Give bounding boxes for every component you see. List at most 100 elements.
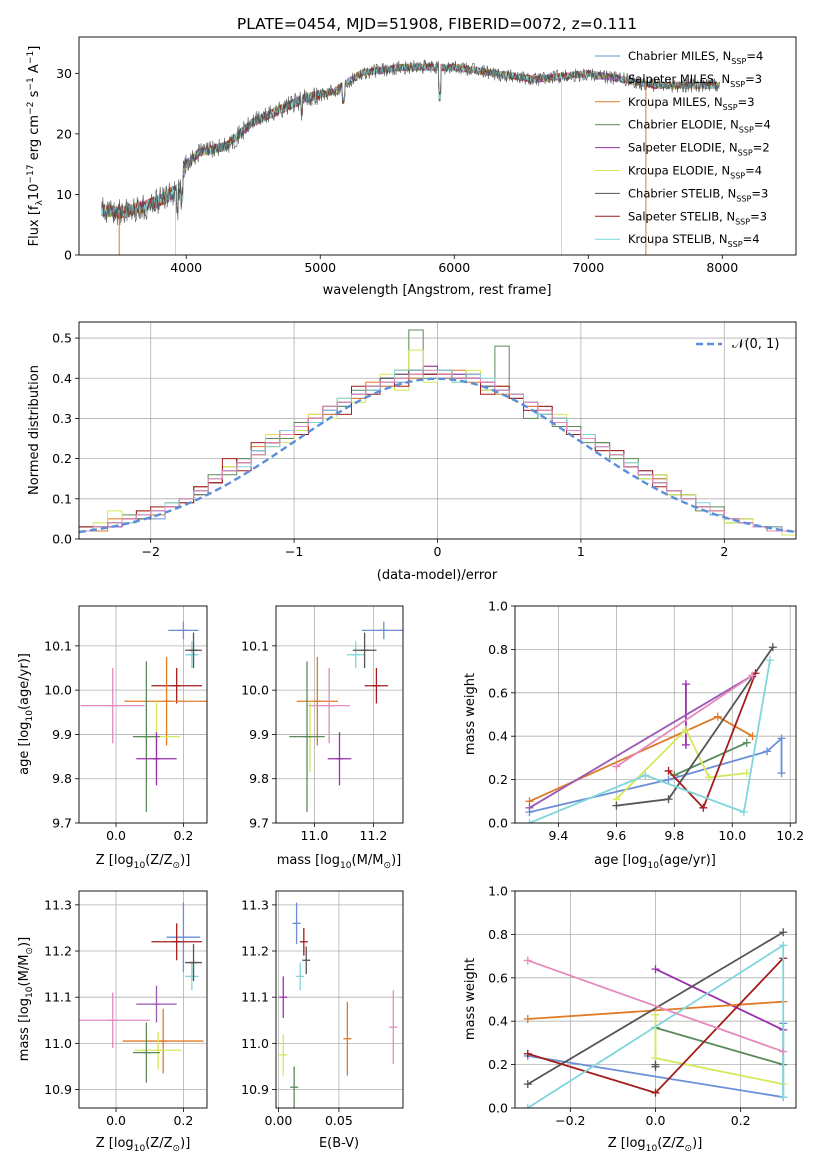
x-axis-label: Z [log10(Z/Z⊙)] <box>608 1136 703 1154</box>
legend-label: Kroupa STELIB, NSSP=4 <box>628 232 760 249</box>
histogram-step <box>79 369 796 532</box>
legend-label-part: =4 <box>746 49 763 63</box>
x-tick-label: 7000 <box>572 260 604 275</box>
x-tick-label: 1 <box>577 544 585 559</box>
errorbar-point <box>352 632 377 668</box>
x-tick-label: 0.0 <box>106 828 126 843</box>
plus-marker <box>523 1104 532 1108</box>
plot-area <box>80 621 207 812</box>
x-axis-label: mass [log10(M/M⊙)] <box>277 853 401 871</box>
plus-marker <box>779 1093 788 1102</box>
errorbar-point <box>134 1031 182 1069</box>
weight-line <box>615 674 754 768</box>
spectrum-line <box>101 59 720 226</box>
weight-line <box>529 674 754 809</box>
x-tick-label: 4000 <box>170 260 202 275</box>
plus-marker <box>779 928 788 937</box>
legend-label: 𝒩(0, 1) <box>732 337 779 352</box>
errorbar-point <box>136 985 177 1023</box>
legend-label: Salpeter ELODIE, NSSP=2 <box>628 141 770 158</box>
plus-marker <box>651 965 660 974</box>
x-axis-label-part: )] <box>692 1136 702 1151</box>
x-tick-label: −0.2 <box>555 1113 585 1128</box>
legend-label-part: SSP <box>738 149 753 158</box>
y-tick-label: 0.6 <box>488 970 508 985</box>
y-tick-label: 0 <box>64 248 72 263</box>
x-axis-label-part: mass [log <box>277 853 340 868</box>
plus-marker <box>763 747 772 756</box>
y-axis-label-part: mass [log <box>17 998 32 1061</box>
x-axis-label: Z [log10(Z/Z⊙)] <box>96 1136 191 1154</box>
legend-label: Chabrier MILES, NSSP=4 <box>628 49 763 66</box>
y-axis-label-part: 10 <box>27 184 42 201</box>
x-tick-label: 9.6 <box>606 828 626 843</box>
axes-frame <box>78 36 797 256</box>
plus-marker <box>779 941 788 950</box>
chart-mass_vs_Z: 0.0 0.210.911.011.111.211.3Z [log10(Z/Z⊙)… <box>17 890 208 1154</box>
plus-marker <box>739 808 748 817</box>
plot-area <box>523 928 788 1108</box>
x-axis-label: age [log10(age/yr)] <box>594 853 716 871</box>
legend-label-part: =4 <box>743 232 760 246</box>
plus-marker <box>779 1047 788 1056</box>
x-axis-label: Z [log10(Z/Z⊙)] <box>96 853 191 871</box>
y-tick-label: 11.1 <box>44 990 72 1005</box>
errorbar-point <box>122 1008 204 1074</box>
y-tick-label: 9.8 <box>52 771 72 786</box>
plus-marker <box>523 1015 532 1024</box>
y-tick-label: 0.2 <box>488 772 508 787</box>
y-tick-label: 0.1 <box>52 491 72 506</box>
errorbar-point <box>279 1034 288 1076</box>
y-tick-label: 0.8 <box>488 642 508 657</box>
y-axis-label: mass [log10(M/M⊙)] <box>17 937 35 1061</box>
y-axis-label-part: 10 <box>25 986 35 998</box>
y-axis-label: Normed distribution <box>27 365 42 495</box>
y-tick-label: 10.0 <box>241 683 269 698</box>
plus-marker <box>651 1010 660 1019</box>
legend-label-part: SSP <box>730 80 745 89</box>
y-axis-label-part: ⊙ <box>25 947 35 955</box>
errorbar-point <box>361 621 403 640</box>
y-axis-label-part: s <box>27 90 42 101</box>
y-tick-label: 0.4 <box>488 729 508 744</box>
weight-line <box>615 728 747 800</box>
errorbar-point <box>151 923 202 961</box>
x-axis-label-part: 10 <box>647 861 659 871</box>
plus-marker <box>748 671 757 680</box>
plot-area <box>279 902 398 1108</box>
x-axis-label-part: (Z/Z <box>657 1136 684 1151</box>
plot-area <box>79 329 796 536</box>
plot-area <box>101 59 720 255</box>
errorbar-point <box>132 1022 160 1083</box>
legend-label: Kroupa ELODIE, NSSP=4 <box>628 164 762 181</box>
spectrum-line <box>101 62 720 219</box>
plus-marker <box>713 712 722 721</box>
errorbar-point <box>279 976 288 1018</box>
y-tick-label: 9.9 <box>52 727 72 742</box>
legend-label-part: SSP <box>731 57 746 66</box>
y-axis-label-part: A <box>27 64 42 77</box>
x-tick-label: 8000 <box>706 260 738 275</box>
legend-label-part: SSP <box>723 103 738 112</box>
y-axis-label-part: −1 <box>26 77 36 90</box>
y-axis-label-part: −2 <box>26 102 36 115</box>
errorbar-point <box>290 1066 299 1108</box>
legend-label-part: =3 <box>751 186 768 200</box>
errorbar-point <box>308 668 350 744</box>
y-axis-label-part: λ <box>35 200 45 206</box>
plus-marker <box>523 1049 532 1058</box>
x-axis-label-part: Z [log <box>608 1136 646 1151</box>
x-tick-label: 0.0 <box>646 1113 666 1128</box>
y-tick-label: 0.4 <box>52 371 72 386</box>
plot-area <box>525 643 786 823</box>
weight-line <box>667 672 757 810</box>
plus-marker <box>768 643 777 652</box>
weight-line <box>655 1026 784 1066</box>
plus-marker <box>525 819 534 823</box>
x-tick-label: 2 <box>720 544 728 559</box>
legend-label-part: SSP <box>730 172 745 181</box>
plus-marker <box>681 725 690 734</box>
x-axis-label-part: 10 <box>134 1144 146 1154</box>
